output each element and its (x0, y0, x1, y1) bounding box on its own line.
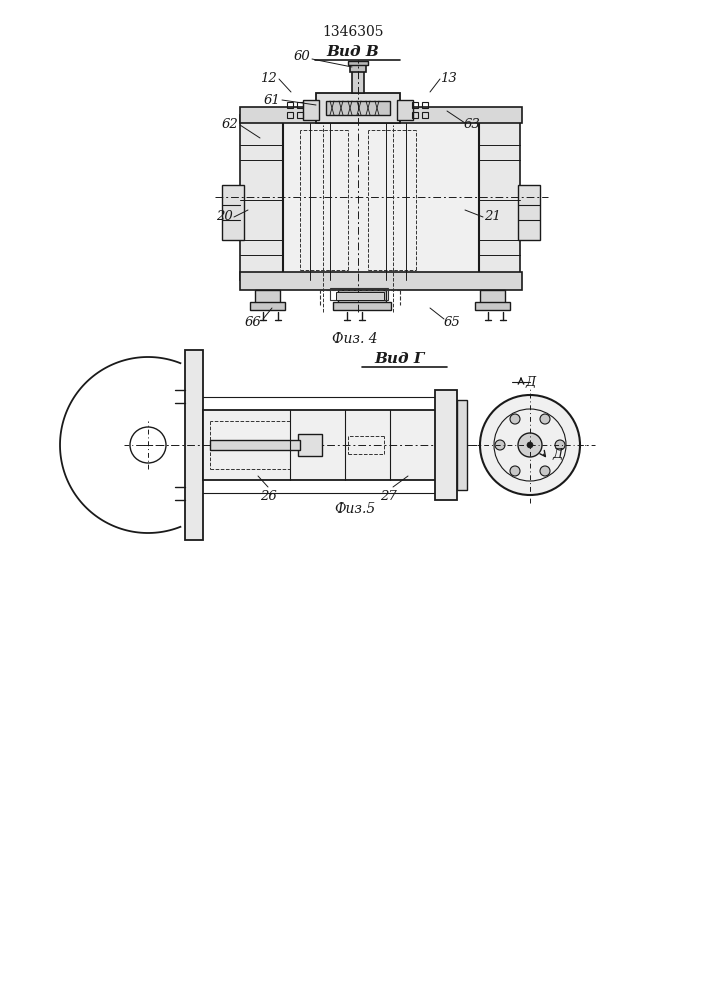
Text: 12: 12 (259, 73, 276, 86)
Bar (297, 112, 303, 118)
Bar (326, 101, 390, 115)
Bar (255, 290, 280, 305)
Circle shape (540, 466, 550, 476)
Bar (475, 115, 520, 280)
Bar (422, 102, 428, 108)
Bar (287, 112, 293, 118)
Bar (297, 102, 303, 108)
Bar (336, 292, 384, 300)
Bar (350, 64, 366, 72)
Bar (480, 290, 505, 305)
Text: 26: 26 (259, 490, 276, 503)
Bar (412, 112, 418, 118)
Bar (298, 434, 322, 456)
Circle shape (495, 440, 505, 450)
Bar (475, 302, 510, 310)
Circle shape (540, 414, 550, 424)
Text: 66: 66 (245, 316, 262, 328)
Bar (330, 288, 388, 300)
Bar (457, 400, 467, 490)
Bar (283, 115, 479, 280)
Bar (422, 112, 428, 118)
Text: Физ. 4: Физ. 4 (332, 332, 378, 346)
Text: 61: 61 (264, 94, 281, 106)
Text: 63: 63 (464, 118, 480, 131)
Bar (250, 302, 285, 310)
Bar (412, 102, 418, 108)
Bar (240, 115, 285, 280)
Text: 62: 62 (221, 118, 238, 131)
Circle shape (555, 440, 565, 450)
Bar (352, 71, 364, 93)
Text: Д: Д (525, 376, 535, 389)
Bar (287, 102, 293, 108)
Text: 1346305: 1346305 (322, 25, 384, 39)
Circle shape (510, 466, 520, 476)
Bar (203, 410, 443, 480)
Text: Вид Г: Вид Г (375, 352, 425, 366)
Bar (435, 390, 457, 500)
Bar (397, 100, 413, 120)
Bar (338, 290, 386, 305)
Bar (333, 302, 391, 310)
Bar (303, 100, 319, 120)
Circle shape (527, 442, 533, 448)
Bar (222, 185, 244, 240)
Bar (185, 350, 203, 540)
Text: 20: 20 (216, 211, 233, 224)
Bar (240, 272, 522, 290)
Bar (316, 93, 400, 123)
Bar (348, 61, 368, 65)
Circle shape (480, 395, 580, 495)
Bar (210, 440, 300, 450)
Text: 65: 65 (443, 316, 460, 328)
Circle shape (510, 414, 520, 424)
Text: Д: Д (552, 448, 562, 462)
Text: Физ.5: Физ.5 (334, 502, 375, 516)
Text: 13: 13 (440, 73, 457, 86)
Bar (240, 107, 522, 123)
Text: 60: 60 (293, 49, 310, 62)
Text: Вид В: Вид В (327, 45, 380, 59)
Text: 27: 27 (380, 490, 397, 503)
Bar (518, 185, 540, 240)
Circle shape (518, 433, 542, 457)
Text: 21: 21 (484, 211, 501, 224)
